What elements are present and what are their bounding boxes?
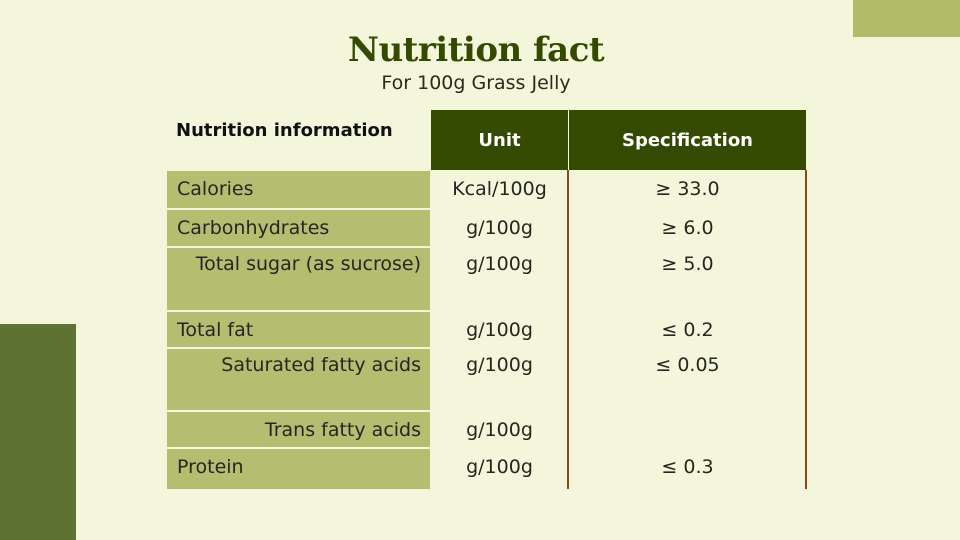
column-divider-spec-right [805, 170, 807, 489]
row-unit-protein: g/100g [466, 456, 533, 478]
row-spec-calories: ≥ 33.0 [655, 178, 720, 200]
row-name-trans-fatty-acids: Trans fatty acids [167, 412, 430, 447]
decorative-corner-block [853, 0, 960, 37]
row-spec-total-fat: ≤ 0.2 [661, 319, 714, 341]
row-unit-calories: Kcal/100g [452, 178, 547, 200]
row-unit-saturated-fatty-acids: g/100g [466, 354, 533, 376]
header-specification: Specification [569, 110, 806, 170]
page-title: Nutrition fact [347, 30, 605, 70]
row-name-total-sugar: Total sugar (as sucrose) [167, 248, 430, 310]
row-name-protein: Protein [167, 449, 430, 489]
row-spec-carbonhydrates: ≥ 6.0 [661, 217, 714, 239]
row-spec-protein: ≤ 0.3 [661, 456, 714, 478]
row-unit-carbonhydrates: g/100g [466, 217, 533, 239]
column-divider-unit-spec [567, 170, 569, 489]
row-unit-trans-fatty-acids: g/100g [466, 419, 533, 441]
row-spec-saturated-fatty-acids: ≤ 0.05 [655, 354, 720, 376]
row-name-calories: Calories [167, 171, 430, 208]
row-unit-total-sugar: g/100g [466, 253, 533, 275]
row-spec-trans-fatty-acids [569, 412, 806, 447]
row-spec-total-sugar: ≥ 5.0 [661, 253, 714, 275]
page-subtitle: For 100g Grass Jelly [381, 72, 571, 94]
header-unit: Unit [431, 110, 568, 170]
header-nutrition-information: Nutrition information [176, 120, 393, 141]
decorative-side-block [0, 324, 76, 540]
row-name-saturated-fatty-acids: Saturated fatty acids [167, 349, 430, 410]
row-name-total-fat: Total fat [167, 312, 430, 347]
row-name-carbonhydrates: Carbonhydrates [167, 210, 430, 246]
row-unit-total-fat: g/100g [466, 319, 533, 341]
